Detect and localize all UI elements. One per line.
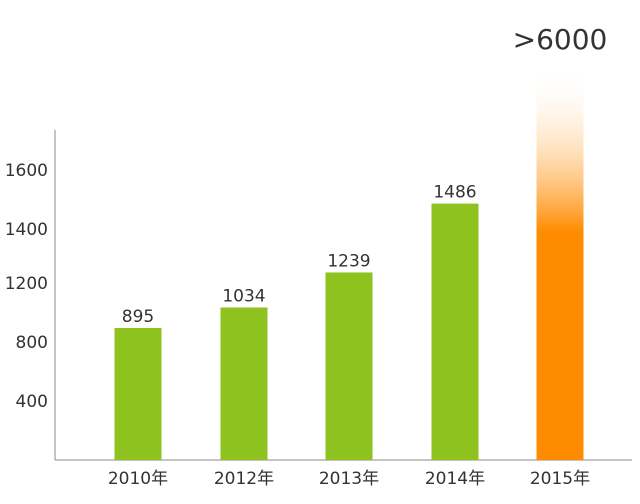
y-tick-label: 1200 bbox=[5, 274, 48, 294]
bar-value-label: 1239 bbox=[327, 251, 370, 271]
x-tick-label: 2014年 bbox=[425, 469, 485, 489]
x-tick-label: 2010年 bbox=[108, 469, 168, 489]
bar-value-label: 1034 bbox=[222, 286, 265, 306]
bar bbox=[325, 272, 373, 460]
bar-value-label: 1486 bbox=[433, 183, 476, 203]
y-tick-label: 1400 bbox=[5, 220, 48, 240]
bar-highlight bbox=[536, 66, 584, 460]
y-tick-label: 800 bbox=[16, 333, 48, 353]
y-tick-label: 1600 bbox=[5, 161, 48, 181]
bar-value-label: 895 bbox=[122, 307, 154, 327]
bar-value-label: >6000 bbox=[513, 23, 608, 56]
x-tick-label: 2012年 bbox=[214, 469, 274, 489]
bar bbox=[220, 307, 268, 460]
bar bbox=[114, 327, 162, 460]
y-tick-label: 400 bbox=[16, 392, 48, 412]
x-tick-label: 2015年 bbox=[530, 469, 590, 489]
x-tick-label: 2013年 bbox=[319, 469, 379, 489]
bar bbox=[431, 203, 479, 460]
